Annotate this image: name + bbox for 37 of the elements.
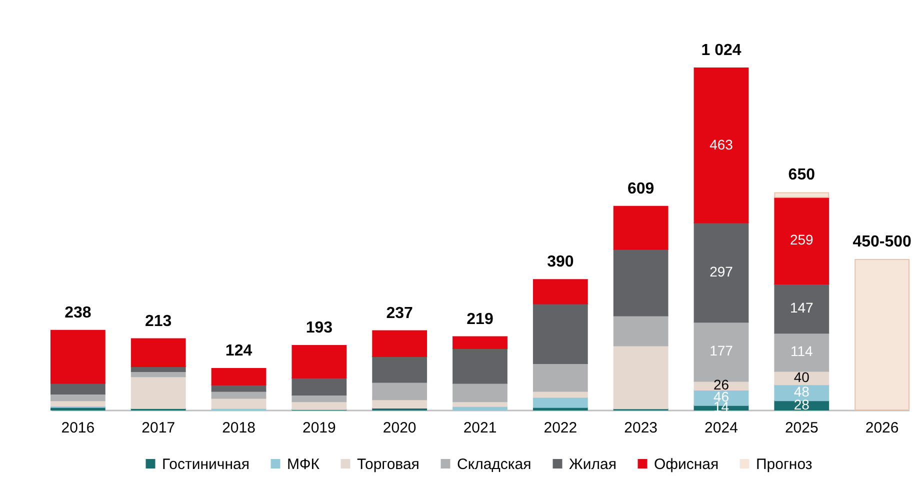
total-label: 237 [386, 304, 414, 322]
total-label: 193 [306, 319, 333, 336]
data-label: 114 [790, 343, 814, 360]
legend-label: Складская [457, 456, 532, 473]
data-label: 297 [710, 263, 734, 280]
data-label: 463 [710, 136, 734, 152]
x-tick-label: 2025 [784, 420, 818, 436]
data-label: 147 [790, 300, 814, 316]
x-tick-label: 2026 [865, 420, 899, 436]
legend-label: Торговая [357, 456, 420, 473]
legend-label: Офисная [654, 456, 719, 473]
data-label: 177 [710, 342, 734, 359]
x-tick-label: 2021 [463, 420, 497, 436]
x-tick-label: 2018 [222, 420, 256, 436]
x-tick-label: 2016 [61, 420, 95, 436]
x-tick-label: 2024 [704, 420, 738, 436]
total-label: 1 024 [701, 42, 742, 59]
legend-label: Прогноз [756, 456, 812, 473]
total-label: 450-500 [852, 234, 912, 251]
legend-label: Гостиничная [162, 456, 250, 473]
total-label: 609 [627, 180, 654, 198]
total-label: 390 [547, 254, 574, 271]
legend-label: МФК [287, 456, 320, 473]
x-tick-label: 2023 [624, 420, 658, 436]
x-tick-label: 2017 [142, 420, 176, 436]
data-label: 40 [794, 368, 810, 385]
x-tick-label: 2020 [382, 420, 416, 436]
legend-label: Жилая [569, 456, 616, 473]
total-label: 124 [225, 342, 252, 360]
total-label: 650 [788, 166, 816, 184]
total-label: 238 [64, 304, 92, 322]
data-label: 259 [790, 232, 814, 248]
x-tick-label: 2022 [544, 420, 578, 436]
total-label: 213 [145, 312, 172, 330]
data-label: 26 [713, 376, 730, 393]
x-tick-label: 2019 [302, 420, 336, 436]
total-label: 219 [466, 310, 494, 328]
